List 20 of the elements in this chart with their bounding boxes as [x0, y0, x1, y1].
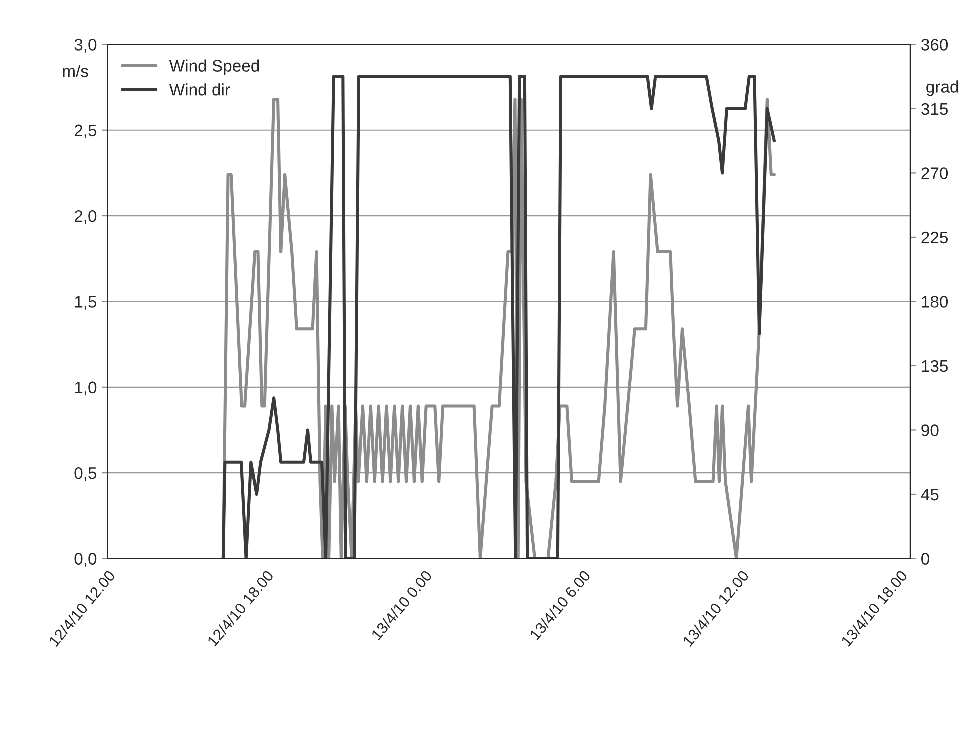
y2-axis-title: grad [926, 80, 958, 96]
y-tick-label: 0,0 [74, 553, 97, 567]
y-tick-label: 2,0 [74, 210, 97, 224]
y-tick-label: 0,5 [74, 467, 97, 482]
y-tick-label: 1,5 [75, 296, 97, 310]
y-tick-label: 2,5 [74, 124, 97, 139]
legend-label: Wind Speed [169, 60, 260, 76]
y2-tick-label: 225 [922, 232, 948, 244]
y2-tick-label: 45 [921, 489, 939, 501]
y2-tick-label: 315 [922, 103, 948, 116]
y-axis-title: m/s [63, 65, 88, 78]
y2-tick-label: 180 [922, 296, 948, 308]
y-tick-label: 3,0 [74, 39, 97, 53]
y-tick-label: 1,0 [75, 382, 97, 396]
y2-tick-label: 90 [922, 424, 939, 436]
y2-tick-label: 360 [922, 39, 948, 51]
y2-tick-label: 135 [922, 360, 948, 372]
y2-tick-label: 270 [922, 168, 948, 180]
legend-label: Wind dir [169, 84, 230, 96]
y2-tick-label: 0 [922, 553, 930, 565]
